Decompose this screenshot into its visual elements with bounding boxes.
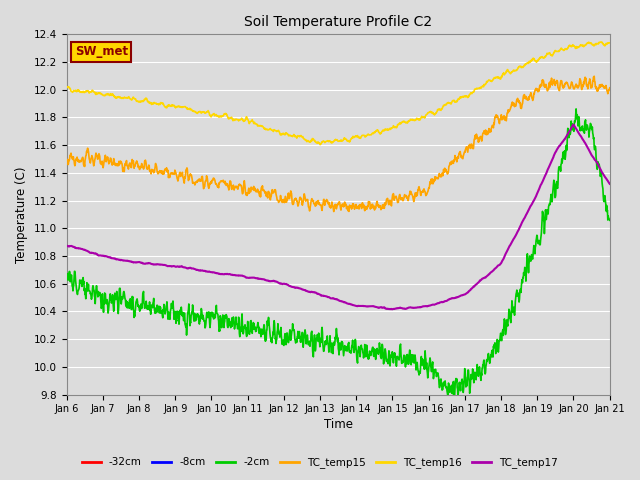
Y-axis label: Temperature (C): Temperature (C): [15, 166, 28, 263]
Text: SW_met: SW_met: [75, 45, 128, 58]
Title: Soil Temperature Profile C2: Soil Temperature Profile C2: [244, 15, 432, 29]
X-axis label: Time: Time: [324, 419, 353, 432]
Legend: -32cm, -8cm, -2cm, TC_temp15, TC_temp16, TC_temp17: -32cm, -8cm, -2cm, TC_temp15, TC_temp16,…: [77, 453, 563, 472]
